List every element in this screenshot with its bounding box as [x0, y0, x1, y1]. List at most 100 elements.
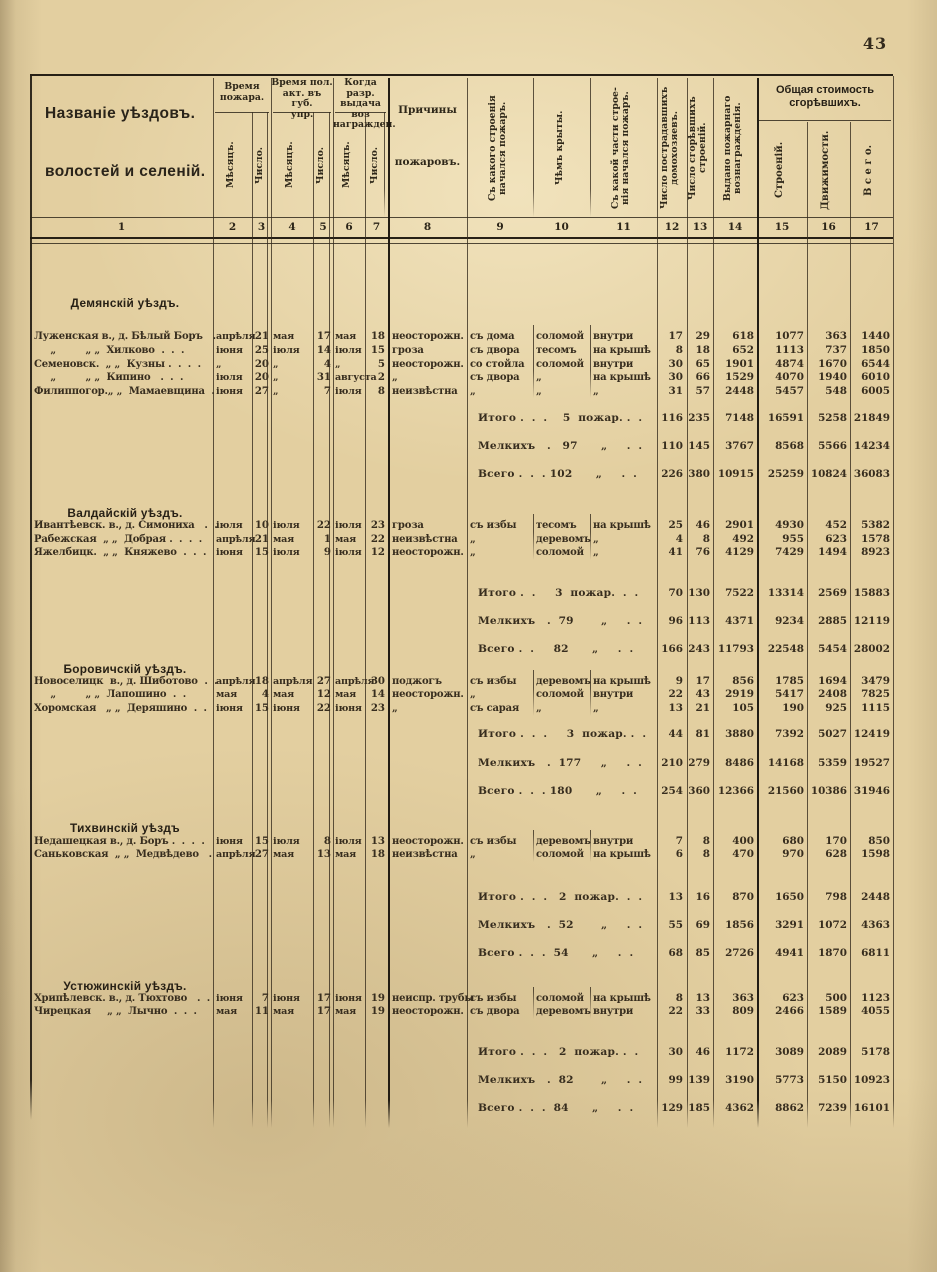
row-value: 1077 — [775, 330, 804, 342]
column-number: 13 — [692, 221, 708, 233]
summary-value: 68 — [668, 947, 683, 959]
row-value: 363 — [825, 330, 847, 342]
column-number: 17 — [864, 221, 879, 233]
table-rule — [30, 237, 893, 239]
column-header-affected-households: Число пострадавшихъ домохозяевъ. — [659, 86, 680, 210]
table-rule — [384, 112, 385, 217]
row-value: 1598 — [861, 848, 890, 860]
column-header-day: Число. — [253, 146, 265, 184]
column-header-day: Число. — [315, 146, 326, 184]
summary-value: 10915 — [717, 468, 754, 480]
summary-value: 44 — [668, 728, 683, 740]
row-act-day: 8 — [323, 835, 331, 847]
row-value: 6544 — [861, 358, 890, 370]
row-award-month: іюня — [335, 703, 362, 714]
row-roof: „ — [536, 703, 542, 714]
summary-label: Итого . . . 5 пожар. . . — [478, 412, 643, 424]
row-value: 8 — [702, 533, 710, 545]
summary-value: 5258 — [818, 412, 847, 424]
row-value: 1115 — [861, 702, 890, 714]
row-act-month: мая — [273, 1006, 295, 1017]
row-value: 22 — [668, 688, 683, 700]
row-cause: неизвѣстна — [392, 534, 458, 545]
row-part: „ — [593, 547, 599, 558]
row-cause: неизвѣстна — [392, 386, 458, 397]
summary-value: 798 — [825, 891, 847, 903]
row-name: „ „ „ Лапошино . . — [34, 689, 186, 700]
row-roof: деревомъ — [536, 1006, 591, 1017]
row-award-day: 22 — [370, 533, 385, 545]
row-act-day: 27 — [316, 675, 331, 687]
row-fire-month: іюня — [216, 345, 243, 356]
row-name: „ „ „ Хилково . . . — [34, 345, 185, 356]
table-rule — [467, 78, 468, 1128]
summary-value: 4371 — [725, 615, 754, 627]
summary-value: 166 — [661, 643, 683, 655]
row-fire-day: 27 — [254, 848, 269, 860]
summary-value: 2448 — [861, 891, 890, 903]
table-rule — [388, 78, 391, 1128]
column-number: 7 — [372, 221, 381, 233]
row-value: 628 — [825, 848, 847, 860]
row-value: 17 — [668, 330, 683, 342]
row-part: внутри — [593, 359, 634, 370]
row-origin: съ избы — [470, 520, 517, 531]
row-fire-month: іюля — [216, 372, 243, 383]
row-part: на крышѣ — [593, 993, 651, 1004]
row-act-day: 1 — [323, 533, 331, 545]
row-roof: соломой — [536, 331, 584, 342]
row-roof: соломой — [536, 547, 584, 558]
row-fire-month: іюня — [216, 547, 243, 558]
row-value: 1494 — [818, 546, 847, 558]
row-award-day: 2 — [377, 371, 385, 383]
row-value: 500 — [825, 992, 847, 1004]
summary-value: 185 — [688, 1102, 710, 1114]
table-rule — [713, 78, 714, 1128]
row-name: Семеновск. „ „ Кузны . . . . — [34, 359, 201, 370]
row-act-day: 12 — [316, 688, 331, 700]
column-number: 9 — [496, 221, 504, 233]
row-value: 363 — [732, 992, 754, 1004]
summary-value: 3767 — [725, 440, 754, 452]
row-value: 470 — [732, 848, 754, 860]
row-name: Новоселицк в., д. Шиботово . . — [34, 676, 218, 687]
summary-value: 99 — [668, 1074, 683, 1086]
row-act-day: 14 — [316, 344, 331, 356]
column-number: 10 — [554, 221, 569, 233]
summary-label: Мелкихъ . 52 „ . . — [478, 919, 643, 931]
summary-label: Всего . . . 102 „ . . — [478, 468, 638, 480]
row-name: Саньковская „ „ Медвѣдево . — [34, 849, 212, 860]
summary-value: 85 — [695, 947, 710, 959]
row-part: внутри — [593, 689, 634, 700]
row-value: 13 — [668, 702, 683, 714]
summary-value: 6811 — [861, 947, 890, 959]
row-cause: неосторожн. — [392, 1006, 464, 1017]
row-award-month: мая — [335, 331, 357, 342]
row-act-month: іюля — [273, 547, 300, 558]
row-origin: „ — [470, 386, 476, 397]
row-value: 2448 — [725, 385, 754, 397]
summary-label: Итого . . 3 пожар. . . — [478, 587, 639, 599]
row-roof: деревомъ — [536, 534, 591, 545]
summary-value: 8568 — [775, 440, 804, 452]
row-cause: неизвѣстна — [392, 849, 458, 860]
table-rule — [213, 78, 214, 1128]
row-fire-day: 10 — [254, 519, 269, 531]
section-title: Демянскій уѣздъ. — [70, 296, 180, 310]
row-origin: съ избы — [470, 993, 517, 1004]
row-value: 1850 — [861, 344, 890, 356]
row-award-month: августа — [335, 372, 377, 383]
column-number: 14 — [727, 221, 743, 233]
summary-value: 254 — [661, 785, 683, 797]
row-value: 31 — [668, 385, 683, 397]
row-value: 6 — [675, 848, 683, 860]
row-award-day: 18 — [370, 848, 385, 860]
summary-label: Мелкихъ . 79 „ . . — [478, 615, 643, 627]
section-title: Боровичскій уѣздъ. — [63, 662, 187, 676]
row-value: 66 — [695, 371, 710, 383]
summary-label: Всего . . . 84 „ . . — [478, 1102, 634, 1114]
summary-value: 130 — [688, 587, 710, 599]
row-value: 5457 — [775, 385, 804, 397]
table-rule — [313, 112, 314, 1128]
column-header-cost-total: В с е г о. — [863, 144, 874, 196]
